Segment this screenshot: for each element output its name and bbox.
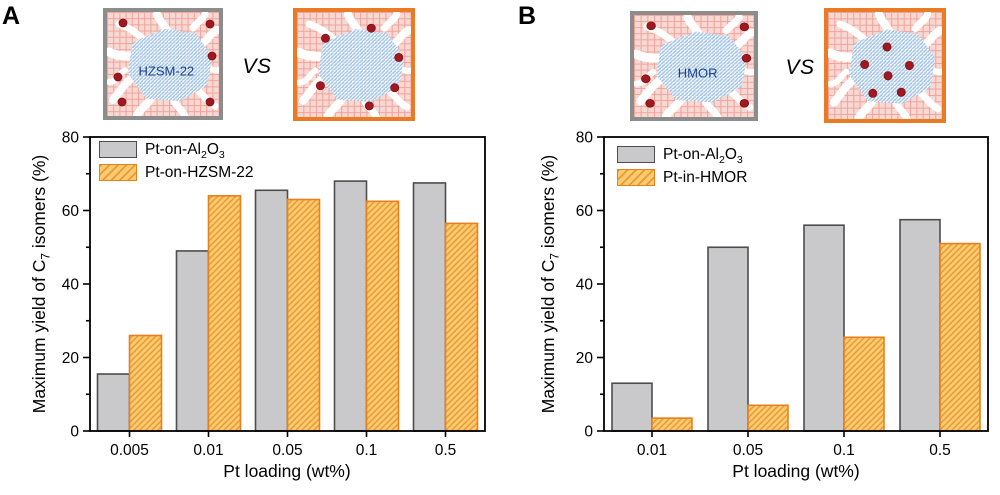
- svg-text:20: 20: [576, 350, 594, 367]
- svg-text:0.05: 0.05: [733, 442, 763, 459]
- svg-text:0.1: 0.1: [356, 442, 378, 459]
- panel-b: B HMOR VS 0 20 40 60 80 0.01 0.05 0.1 0.5 Pt-on-…: [500, 0, 1000, 495]
- svg-text:20: 20: [62, 350, 80, 367]
- svg-text:80: 80: [62, 130, 80, 147]
- orange-hatch-swatch: [617, 169, 655, 187]
- x-axis-title: Pt loading (wt%): [223, 461, 351, 481]
- svg-text:40: 40: [62, 277, 80, 294]
- schematic-pt-in-zeolite: [824, 8, 946, 123]
- panel-a-label: A: [2, 2, 21, 30]
- legend-label: Pt-on-Al2O3: [663, 146, 743, 167]
- svg-text:0.01: 0.01: [637, 442, 667, 459]
- svg-text:40: 40: [576, 277, 594, 294]
- schematic-pt-on-zeolite-surface: [293, 8, 415, 121]
- zeolite-name-label: HMOR: [677, 65, 718, 81]
- schematic-pt-on-alumina: HMOR: [630, 11, 758, 121]
- x-axis-title: Pt loading (wt%): [732, 461, 860, 481]
- svg-text:80: 80: [576, 130, 594, 147]
- svg-text:60: 60: [62, 203, 80, 220]
- vs-label: VS: [785, 56, 815, 79]
- gray-bar-swatch: [99, 141, 137, 159]
- bar-chart-a: 0 20 40 60 80 0.005 0.01 0.05 0.1 0.5: [62, 130, 486, 459]
- legend-label: Pt-on-Al2O3: [145, 141, 225, 162]
- svg-text:0: 0: [70, 424, 79, 441]
- svg-text:0.05: 0.05: [272, 442, 302, 459]
- svg-text:0.005: 0.005: [110, 442, 149, 459]
- schematic-pt-on-alumina: HZSM-22: [103, 8, 223, 120]
- panel-a: A HZSM-22 VS 0 20 40 60 80 0.005 0.01 0.05 0.1 0.…: [2, 2, 486, 481]
- legend-item: Pt-in-HMOR: [617, 169, 748, 187]
- svg-text:0: 0: [584, 424, 593, 441]
- bar-chart-b: 0 20 40 60 80 0.01 0.05 0.1 0.5: [576, 130, 989, 459]
- alumina-matrix-graphic: [634, 15, 754, 117]
- vs-label: VS: [242, 55, 272, 78]
- svg-text:0.1: 0.1: [833, 442, 855, 459]
- zeolite-encapsulated-graphic: [828, 12, 942, 119]
- legend-item: Pt-on-HZSM-22: [99, 164, 254, 182]
- orange-hatch-swatch: [99, 164, 137, 182]
- svg-text:0.01: 0.01: [193, 442, 223, 459]
- zeolite-name-label: HZSM-22: [138, 63, 195, 79]
- zeolite-surface-graphic: [297, 12, 411, 117]
- y-axis-title: Maximum yield of C7 isomers (%): [29, 154, 53, 414]
- legend-label: Pt-in-HMOR: [663, 169, 748, 187]
- svg-text:0.5: 0.5: [435, 442, 457, 459]
- y-axis-title: Maximum yield of C7 isomers (%): [538, 154, 562, 414]
- legend-label: Pt-on-HZSM-22: [145, 164, 254, 182]
- legend-b: Pt-on-Al2O3 Pt-in-HMOR: [617, 146, 748, 187]
- legend-item: Pt-on-Al2O3: [617, 146, 747, 167]
- legend-item: Pt-on-Al2O3: [99, 141, 254, 162]
- svg-text:60: 60: [576, 203, 594, 220]
- panel-b-label: B: [518, 2, 537, 30]
- alumina-matrix-graphic: [107, 12, 219, 116]
- svg-text:0.5: 0.5: [929, 442, 951, 459]
- legend-a: Pt-on-Al2O3 Pt-on-HZSM-22: [99, 141, 254, 182]
- gray-bar-swatch: [617, 146, 655, 164]
